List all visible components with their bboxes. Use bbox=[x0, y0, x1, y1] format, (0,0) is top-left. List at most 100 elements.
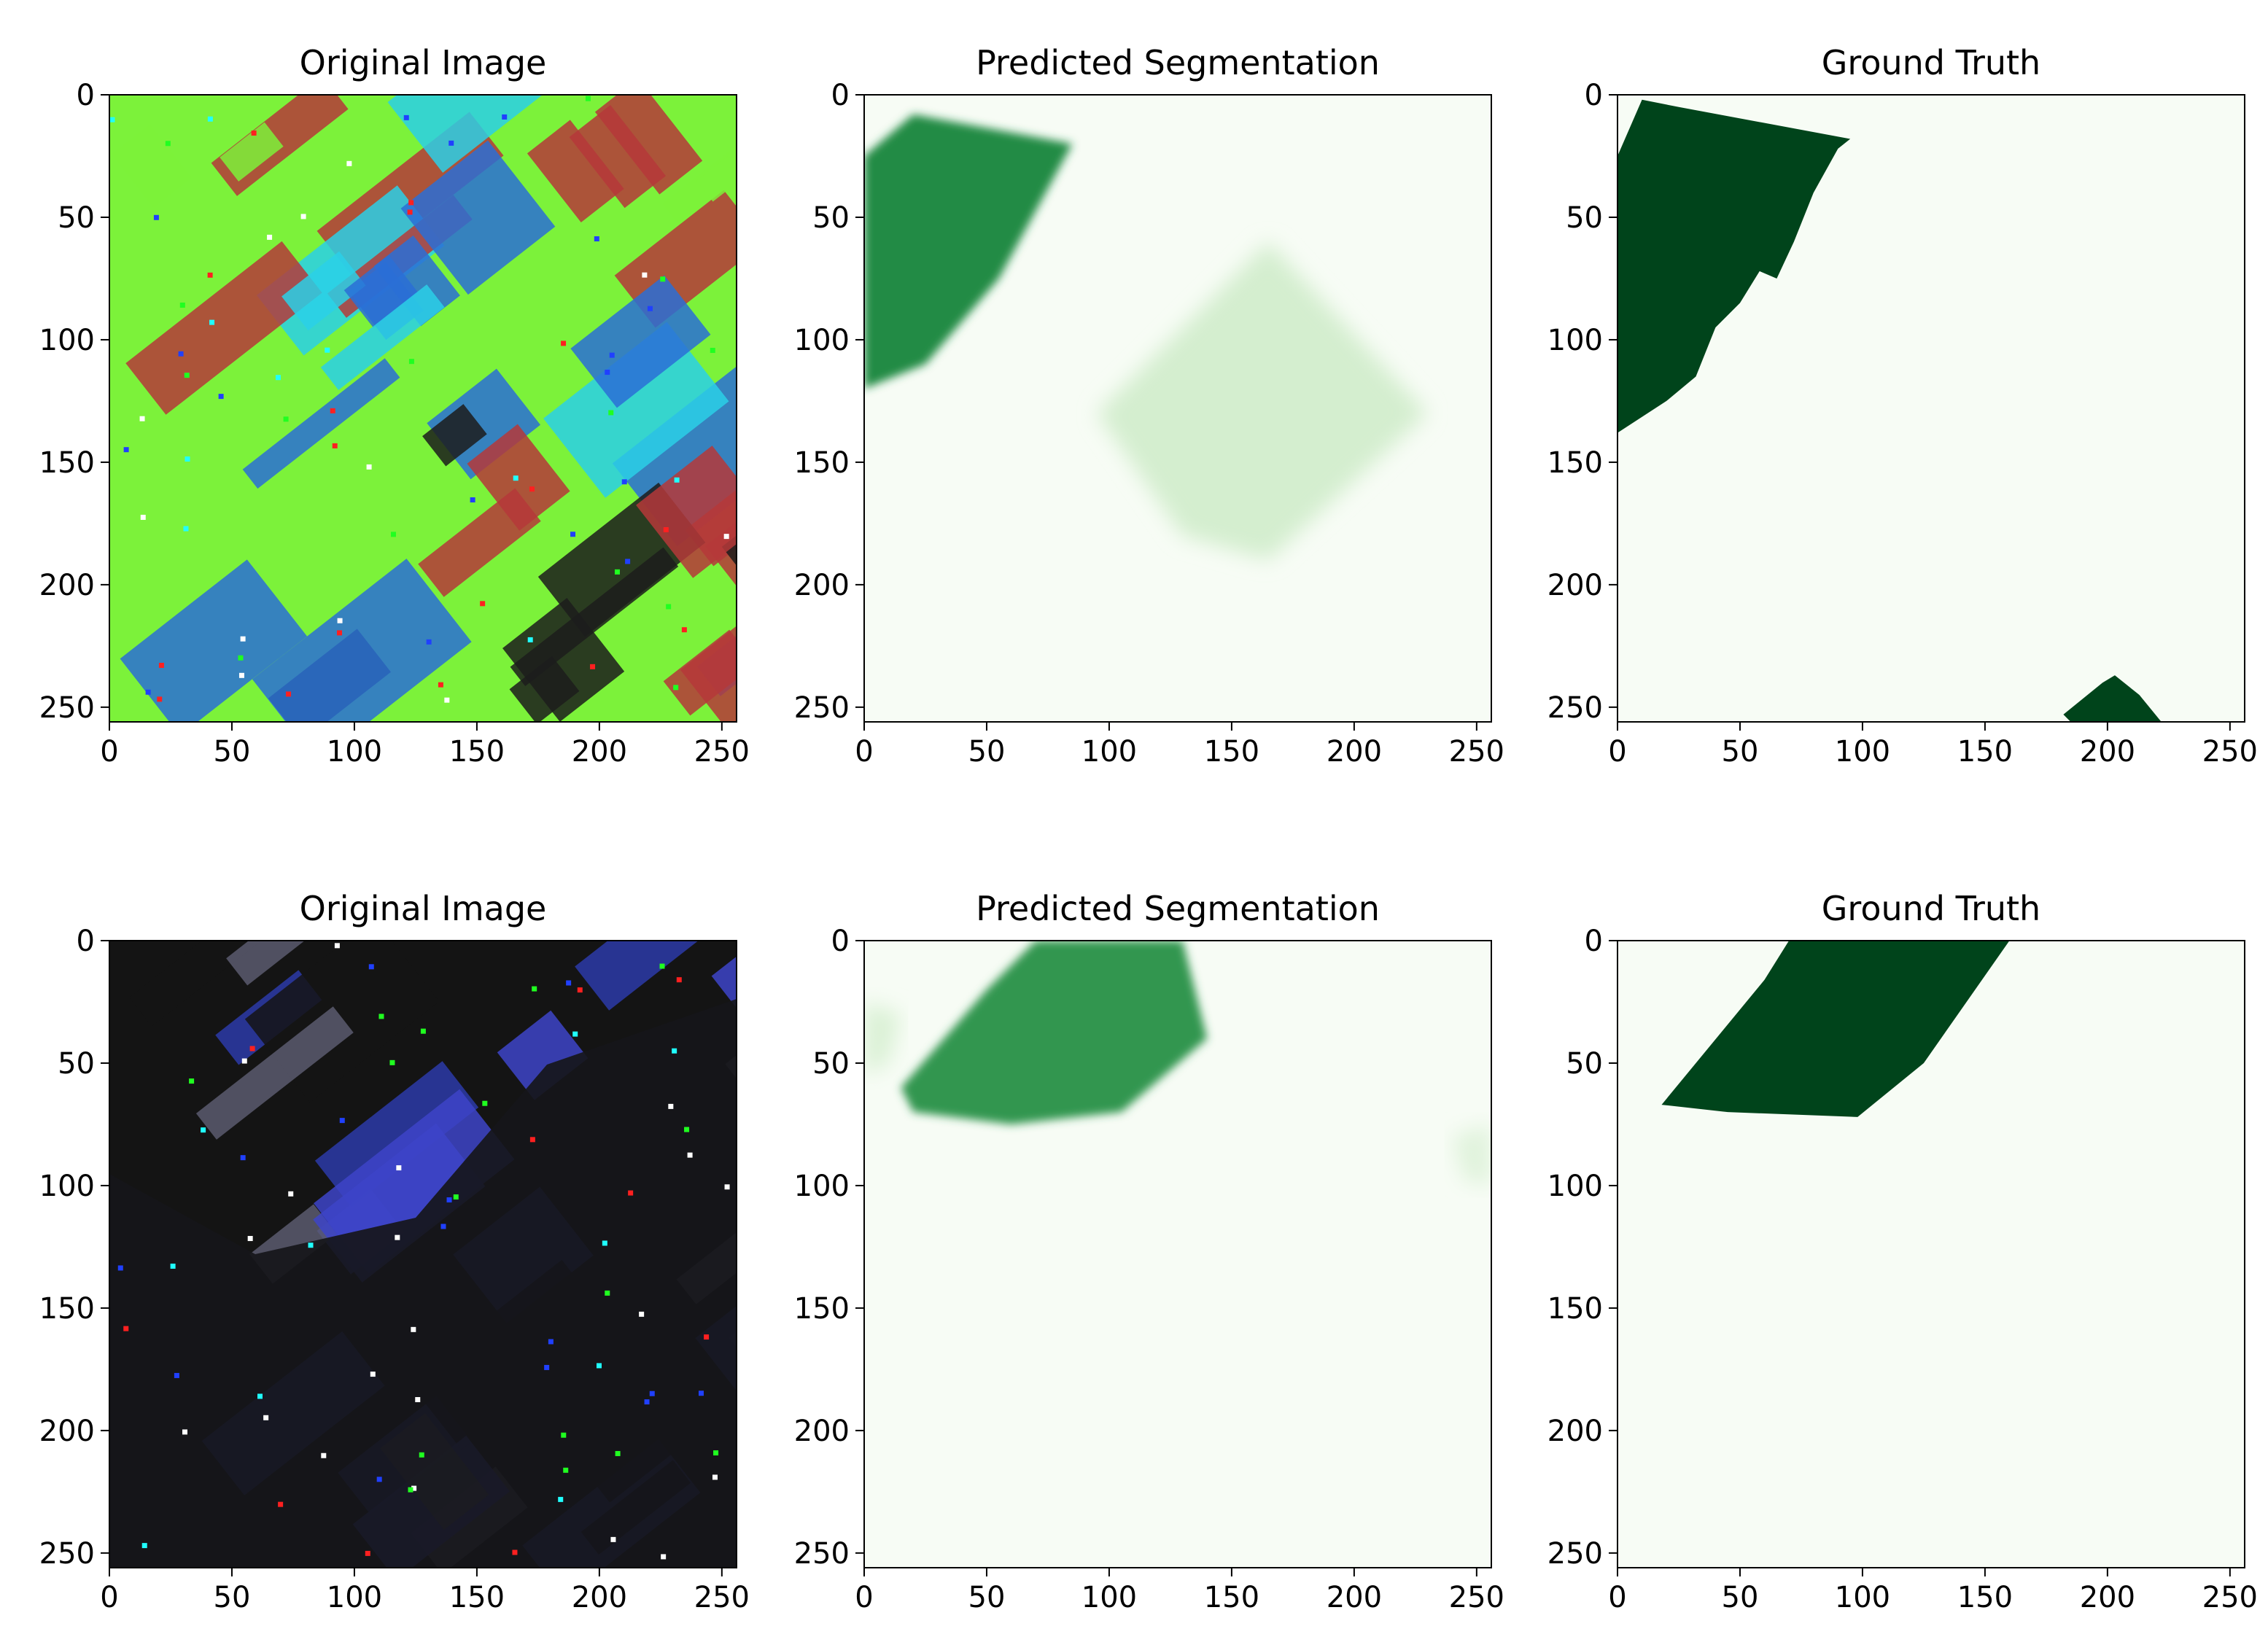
field-patch bbox=[467, 424, 570, 531]
speckle-pixel bbox=[330, 408, 335, 413]
speckle-pixel bbox=[240, 636, 246, 642]
speckle-pixel bbox=[724, 1184, 730, 1190]
speckle-pixel bbox=[365, 1550, 370, 1556]
speckle-pixel bbox=[415, 1397, 421, 1403]
y-tick-label: 50 bbox=[812, 1047, 850, 1081]
speckle-pixel bbox=[570, 532, 576, 537]
x-tick-label: 250 bbox=[694, 1581, 750, 1614]
speckle-pixel bbox=[438, 682, 443, 688]
speckle-pixel bbox=[610, 1536, 616, 1542]
panel-title: Original Image bbox=[300, 43, 547, 82]
field-patch bbox=[569, 104, 666, 209]
speckle-pixel bbox=[123, 1326, 129, 1331]
x-tick-label: 250 bbox=[2202, 735, 2258, 769]
speckle-pixel bbox=[577, 987, 583, 993]
speckle-pixel bbox=[594, 236, 599, 242]
speckle-pixel bbox=[614, 569, 620, 575]
speckle-pixel bbox=[668, 1103, 674, 1109]
speckle-pixel bbox=[337, 630, 343, 636]
speckle-pixel bbox=[141, 1543, 147, 1549]
speckle-pixel bbox=[184, 373, 190, 378]
speckle-pixel bbox=[605, 370, 610, 376]
speckle-pixel bbox=[165, 141, 171, 147]
x-tick-label: 100 bbox=[1081, 735, 1137, 769]
speckle-pixel bbox=[370, 1372, 376, 1377]
speckle-pixel bbox=[346, 160, 352, 166]
field-patch bbox=[120, 559, 308, 722]
axes-frame bbox=[1617, 940, 2245, 1568]
speckle-pixel bbox=[182, 1429, 188, 1435]
speckle-pixel bbox=[660, 276, 666, 282]
speckle-pixel bbox=[548, 1339, 554, 1345]
speckle-pixel bbox=[561, 1432, 567, 1438]
speckle-pixel bbox=[247, 1236, 253, 1242]
speckle-pixel bbox=[453, 1194, 459, 1200]
speckle-pixel bbox=[596, 1363, 602, 1369]
speckle-pixel bbox=[267, 234, 273, 240]
x-tick-label: 100 bbox=[327, 735, 382, 769]
segmentation-region bbox=[1452, 1124, 1491, 1186]
speckle-pixel bbox=[249, 1046, 255, 1051]
field-patch bbox=[680, 623, 737, 722]
field-patch bbox=[281, 251, 366, 331]
speckle-pixel bbox=[440, 1224, 446, 1229]
speckle-pixel bbox=[532, 986, 537, 992]
y-tick-label: 200 bbox=[39, 569, 95, 602]
field-patch bbox=[497, 1010, 589, 1100]
field-patch bbox=[320, 284, 445, 390]
speckle-pixel bbox=[411, 1485, 417, 1491]
speckle-pixel bbox=[278, 1501, 284, 1507]
segmentation-region bbox=[864, 1001, 901, 1076]
axes-frame bbox=[863, 940, 1492, 1568]
speckle-pixel bbox=[566, 980, 572, 986]
y-tick-label: 0 bbox=[1585, 79, 1603, 112]
x-tick-label: 200 bbox=[572, 1581, 627, 1614]
y-tick-label: 0 bbox=[77, 79, 95, 112]
speckle-pixel bbox=[174, 1372, 179, 1378]
speckle-pixel bbox=[673, 685, 679, 691]
speckle-pixel bbox=[408, 200, 414, 206]
speckle-pixel bbox=[117, 1265, 123, 1271]
segmentation-region bbox=[1661, 941, 2010, 1117]
field-patch bbox=[422, 404, 487, 467]
y-tick-label: 150 bbox=[1547, 1292, 1603, 1326]
y-tick-label: 150 bbox=[794, 1292, 850, 1326]
speckle-pixel bbox=[628, 1190, 634, 1196]
speckle-pixel bbox=[403, 114, 409, 120]
segmentation-region bbox=[2063, 675, 2162, 722]
y-tick-label: 0 bbox=[1585, 925, 1603, 958]
x-tick-label: 200 bbox=[572, 735, 627, 769]
axes-frame bbox=[1617, 94, 2245, 723]
speckle-pixel bbox=[218, 394, 224, 400]
y-tick-label: 200 bbox=[794, 1415, 850, 1448]
field-patch bbox=[125, 241, 322, 415]
axes-frame bbox=[109, 94, 737, 723]
x-tick-label: 50 bbox=[1722, 1581, 1759, 1614]
y-tick-label: 50 bbox=[1566, 201, 1603, 235]
x-tick-label: 50 bbox=[968, 735, 1006, 769]
y-tick-label: 150 bbox=[39, 446, 95, 480]
y-tick-label: 200 bbox=[39, 1415, 95, 1448]
image-area bbox=[864, 95, 1491, 722]
y-tick-label: 200 bbox=[1547, 1415, 1603, 1448]
speckle-pixel bbox=[407, 209, 413, 215]
image-area bbox=[864, 941, 1491, 1568]
field-patch bbox=[509, 656, 580, 722]
speckle-pixel bbox=[544, 1364, 550, 1370]
speckle-pixel bbox=[681, 627, 687, 633]
field-patch bbox=[527, 120, 624, 222]
y-tick-label: 0 bbox=[831, 79, 850, 112]
speckle-pixel bbox=[666, 604, 672, 610]
y-tick-label: 100 bbox=[1547, 1170, 1603, 1203]
y-tick-label: 0 bbox=[831, 925, 850, 958]
speckle-pixel bbox=[378, 1014, 384, 1019]
field-patch bbox=[195, 1006, 354, 1140]
y-tick-label: 100 bbox=[1547, 324, 1603, 357]
x-tick-label: 0 bbox=[855, 735, 873, 769]
speckle-pixel bbox=[446, 1197, 452, 1203]
speckle-pixel bbox=[647, 306, 653, 311]
speckle-pixel bbox=[590, 664, 596, 669]
y-tick-label: 250 bbox=[39, 691, 95, 725]
speckle-pixel bbox=[572, 1031, 578, 1037]
